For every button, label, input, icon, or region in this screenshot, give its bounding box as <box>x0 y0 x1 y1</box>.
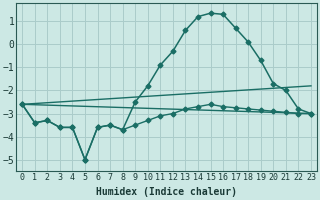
X-axis label: Humidex (Indice chaleur): Humidex (Indice chaleur) <box>96 187 237 197</box>
